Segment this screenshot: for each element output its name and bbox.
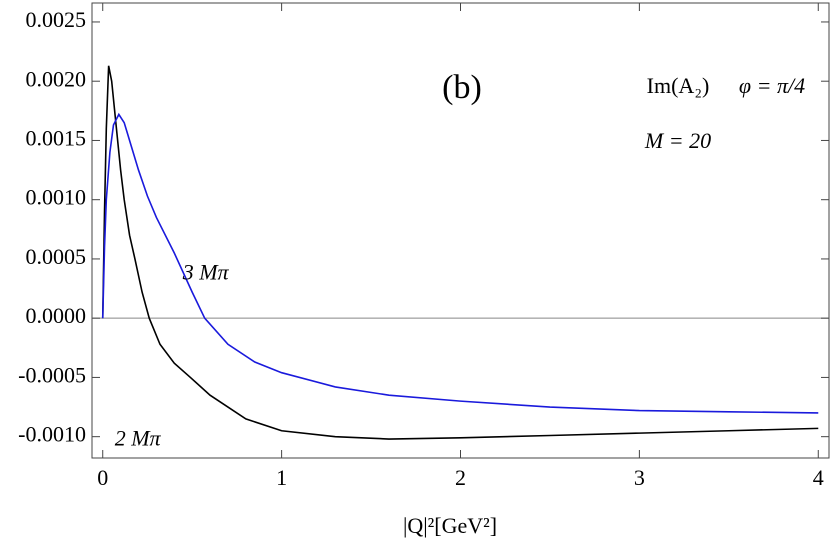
y-tick-label: 0.0025 <box>26 7 87 32</box>
y-tick-label: 0.0005 <box>26 244 87 269</box>
y-tick-label: -0.0005 <box>18 362 86 387</box>
panel-label: (b) <box>442 69 482 106</box>
annotation: φ = π/4 <box>739 73 805 98</box>
series-label: 3 Mπ <box>182 259 230 284</box>
y-tick-label: -0.0010 <box>18 422 86 447</box>
y-tick-label: 0.0000 <box>26 303 87 328</box>
x-tick-label: 4 <box>813 465 824 490</box>
x-tick-label: 3 <box>634 465 645 490</box>
series-line <box>101 65 819 440</box>
x-tick-label: 2 <box>455 465 466 490</box>
y-tick-label: 0.0010 <box>26 185 87 210</box>
series-line <box>101 112 819 414</box>
x-tick-label: 0 <box>97 465 108 490</box>
annotation: Im(A₂) <box>647 73 710 98</box>
annotation: M = 20 <box>644 128 711 153</box>
y-tick-label: 0.0015 <box>26 125 87 150</box>
series-label: 2 Mπ <box>115 425 162 450</box>
x-tick-label: 1 <box>276 465 287 490</box>
x-axis-label: |Q|²[GeV²] <box>403 513 497 538</box>
y-tick-label: 0.0020 <box>26 66 87 91</box>
